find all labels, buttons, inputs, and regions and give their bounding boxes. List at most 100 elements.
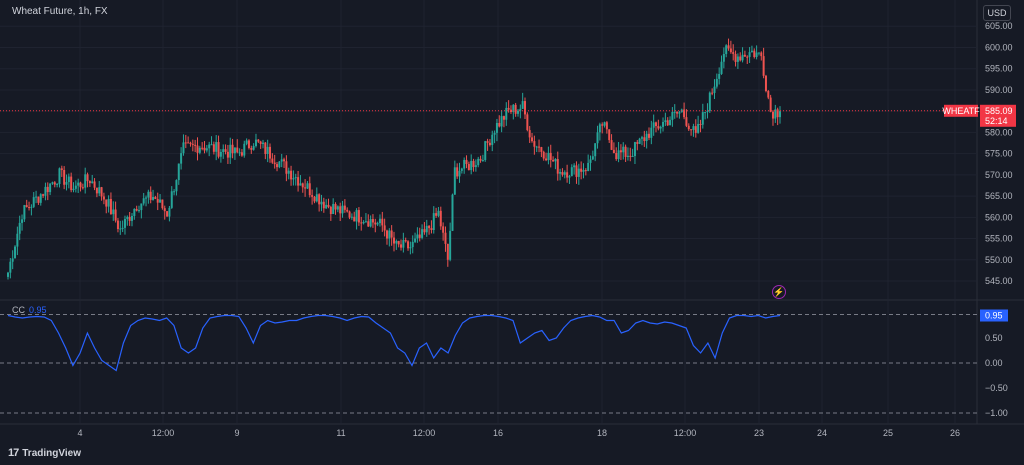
candle-body — [294, 177, 297, 179]
indicator-tag-bg — [980, 309, 1008, 322]
candle-body — [166, 211, 169, 217]
candle-body — [769, 97, 772, 112]
candle-body — [100, 187, 103, 197]
candle-body — [318, 194, 321, 205]
candle-body — [481, 160, 484, 162]
candle-body — [617, 150, 620, 160]
candle-body — [198, 147, 201, 153]
cc-line — [7, 314, 781, 372]
candle-body — [205, 148, 208, 151]
candle-body — [51, 182, 54, 184]
candle-body — [334, 203, 337, 210]
candle-body — [357, 210, 360, 223]
candle-body — [743, 54, 746, 57]
candle-body — [327, 204, 330, 207]
candle-body — [414, 238, 417, 242]
candle-body — [88, 181, 91, 184]
price-tick-label: 590.00 — [985, 85, 1013, 95]
candle-body — [757, 52, 760, 54]
candle-body — [402, 240, 405, 248]
candle-body — [725, 45, 728, 54]
candle-body — [640, 137, 643, 139]
currency-button[interactable]: USD — [983, 5, 1011, 21]
candle-body — [95, 187, 98, 194]
candle-body — [278, 161, 281, 168]
tradingview-brand[interactable]: 17 TradingView — [8, 447, 81, 459]
candle-body — [465, 159, 468, 165]
candle-body — [584, 170, 587, 172]
candle-body — [119, 228, 122, 230]
candle-body — [290, 170, 293, 180]
lightning-icon[interactable]: ⚡ — [772, 285, 786, 299]
candle-body — [559, 172, 562, 174]
candle-body — [612, 149, 615, 153]
candle-body — [70, 176, 73, 191]
candle-body — [161, 199, 164, 209]
candle-body — [591, 156, 594, 160]
candle-body — [493, 132, 496, 135]
x-tick-label: 24 — [817, 428, 827, 438]
x-tick-label: 25 — [883, 428, 893, 438]
candle-body — [245, 140, 248, 144]
indicator-tick-label: −0.50 — [985, 383, 1008, 393]
candle-body — [11, 258, 14, 262]
candle-body — [123, 218, 126, 228]
symbol-title[interactable]: Wheat Future, 1h, FX — [12, 6, 108, 17]
candle-body — [67, 176, 70, 183]
candle-body — [240, 152, 243, 156]
candle-body — [222, 149, 225, 152]
candle-body — [383, 225, 386, 231]
candle-body — [180, 153, 183, 164]
x-tick-label: 11 — [336, 428, 345, 438]
candle-body — [208, 144, 211, 149]
candle-body — [297, 177, 300, 186]
candle-body — [149, 191, 152, 200]
tradingview-logo-icon: 17 — [8, 447, 19, 459]
candle-body — [608, 129, 611, 141]
price-tick-label: 605.00 — [985, 21, 1013, 31]
candle-body — [577, 168, 580, 177]
candle-body — [102, 196, 105, 200]
candle-body — [182, 142, 185, 154]
candle-body — [687, 125, 690, 130]
cc-indicator-pane — [7, 314, 781, 372]
candle-body — [156, 198, 159, 203]
candle-body — [35, 196, 38, 198]
indicator-tick-label: 0.50 — [985, 333, 1003, 343]
candle-body — [355, 210, 358, 222]
candle-body — [736, 56, 739, 62]
candle-body — [283, 159, 286, 162]
candle-body — [210, 144, 213, 146]
candle-body — [175, 180, 178, 192]
candle-body — [477, 158, 480, 166]
candle-body — [479, 158, 482, 161]
candle-body — [732, 52, 735, 54]
candle-body — [491, 134, 494, 145]
candle-body — [404, 240, 407, 242]
candle-body — [18, 222, 21, 234]
candle-body — [734, 53, 737, 62]
last-price-tag: WHEATF 585.09 52:14 — [0, 104, 1016, 127]
candle-body — [633, 142, 636, 157]
candle-body — [385, 230, 388, 239]
candle-body — [647, 133, 650, 138]
candle-body — [715, 78, 718, 87]
candle-body — [683, 109, 686, 118]
candle-body — [311, 195, 314, 197]
x-tick-label: 23 — [754, 428, 764, 438]
candle-body — [322, 201, 325, 209]
candle-body — [423, 229, 426, 233]
indicator-legend[interactable]: CC 0.95 — [12, 305, 47, 315]
candle-body — [435, 213, 438, 216]
candle-body — [390, 230, 393, 238]
candle-body — [554, 159, 557, 162]
candle-body — [615, 152, 618, 160]
candle-body — [474, 165, 477, 168]
candle-body — [332, 203, 335, 215]
candle-body — [381, 218, 384, 226]
candle-body — [470, 160, 473, 171]
candle-body — [23, 205, 26, 220]
candle-body — [152, 197, 155, 200]
candle-body — [552, 159, 555, 162]
